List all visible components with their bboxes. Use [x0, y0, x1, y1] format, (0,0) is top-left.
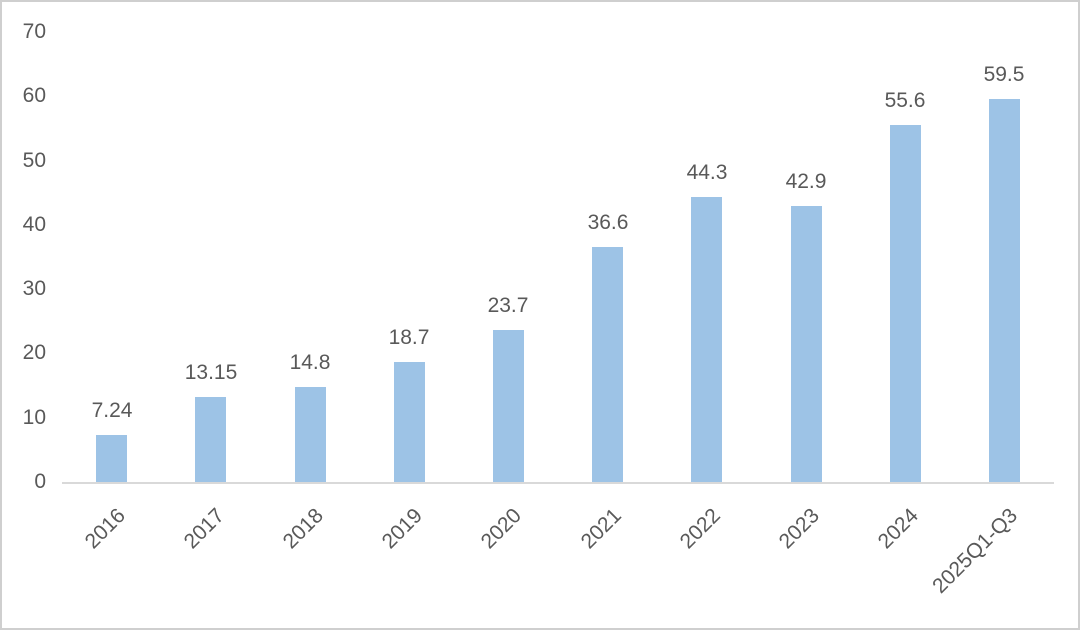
bar [791, 206, 822, 482]
x-axis-label: 2020 [476, 504, 527, 554]
bar-value-label: 55.6 [884, 89, 926, 112]
bar-value-label: 36.6 [587, 211, 629, 234]
bar [890, 125, 921, 482]
bar-value-label: 14.8 [289, 351, 331, 374]
bar-value-label: 13.15 [184, 361, 238, 384]
y-axis-tick-label: 40 [22, 212, 46, 236]
x-axis-label: 2019 [377, 504, 428, 554]
y-axis-tick-label: 20 [22, 341, 46, 365]
y-axis-tick-label: 70 [22, 20, 46, 43]
bar [96, 435, 127, 482]
x-axis-label: 2023 [774, 504, 825, 554]
x-axis-label: 2025Q1-Q3 [928, 504, 1023, 598]
bar [592, 247, 623, 482]
bar-value-label: 7.24 [91, 399, 133, 422]
x-axis-label: 2021 [576, 504, 627, 554]
x-axis-label: 2016 [80, 504, 131, 554]
x-axis-label: 2017 [179, 504, 230, 554]
bar [394, 362, 425, 482]
bar-value-label: 23.7 [487, 294, 529, 317]
y-axis-tick-label: 60 [22, 84, 46, 108]
bar-value-label: 44.3 [686, 161, 728, 184]
y-axis-tick-label: 0 [34, 470, 46, 493]
y-axis-tick-label: 30 [22, 277, 46, 301]
bar [691, 197, 722, 482]
bar [195, 397, 226, 482]
y-axis-tick-label: 10 [22, 405, 46, 429]
x-axis-label: 2024 [873, 504, 924, 554]
y-axis-tick-label: 50 [22, 148, 46, 172]
bar-value-label: 42.9 [785, 170, 827, 193]
bar-value-label: 18.7 [388, 326, 430, 349]
bar [989, 99, 1020, 482]
x-axis-line [62, 482, 1054, 484]
bar-value-label: 59.5 [983, 63, 1025, 86]
x-axis-label: 2022 [675, 504, 726, 554]
bar [295, 387, 326, 482]
bar [493, 330, 524, 482]
x-axis-label: 2018 [278, 504, 329, 554]
